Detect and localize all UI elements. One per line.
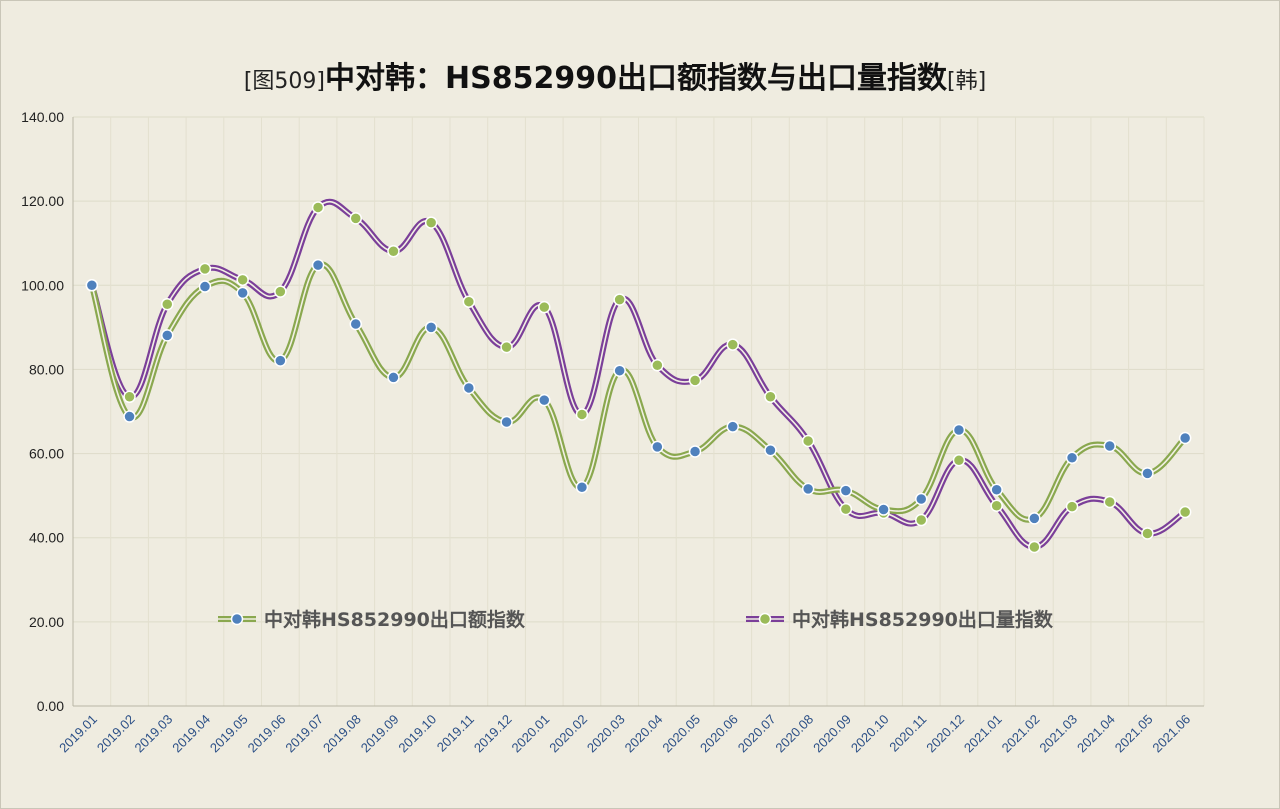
data-point (538, 393, 551, 407)
data-point (1028, 512, 1041, 525)
data-point (801, 434, 815, 448)
data-point (1028, 540, 1041, 554)
legend-item-1: 中对韩HS852990出口量指数 (746, 608, 1054, 631)
data-point (764, 443, 777, 457)
data-point (915, 513, 928, 527)
data-point (349, 212, 362, 225)
data-point (311, 258, 325, 272)
data-point (613, 364, 626, 377)
legend: 中对韩HS852990出口额指数 中对韩HS852990出口量指数 (218, 608, 1054, 631)
data-point (952, 454, 966, 467)
series-markers (85, 201, 1192, 554)
data-point (651, 440, 664, 454)
legend-marker (230, 612, 244, 626)
data-point (726, 420, 739, 433)
data-point (801, 482, 815, 496)
data-point (651, 358, 664, 372)
data-point (952, 423, 966, 437)
data-point (1065, 500, 1079, 513)
chart-title: [图509]中对韩：HS852990出口额指数与出口量指数[韩] (244, 61, 986, 96)
chart-title-prefix: [图509] (244, 69, 325, 94)
data-point (349, 317, 362, 331)
data-point (764, 390, 777, 404)
y-tick-label: 120.00 (21, 193, 64, 209)
y-tick-label: 0.00 (37, 698, 64, 714)
data-point (161, 329, 174, 342)
y-tick-label: 20.00 (29, 614, 64, 630)
data-point (123, 410, 136, 423)
chart-title-main: 中对韩：HS852990出口额指数与出口量指数 (325, 61, 948, 96)
y-tick-label: 140.00 (21, 109, 64, 125)
data-point (387, 371, 400, 384)
data-point (462, 295, 476, 308)
chart-title-suffix: [韩] (947, 69, 986, 94)
data-point (726, 338, 739, 351)
data-point (85, 279, 99, 292)
y-tick-label: 40.00 (29, 530, 64, 546)
data-point (1103, 495, 1116, 509)
data-point (1141, 467, 1154, 480)
data-point (688, 374, 702, 387)
data-point (198, 262, 212, 276)
data-point (915, 492, 928, 506)
y-tick-label: 80.00 (29, 361, 64, 377)
data-point (538, 300, 551, 314)
series-line-center-1 (91, 200, 1186, 548)
data-point (613, 293, 626, 306)
data-point (462, 381, 476, 395)
data-point (877, 503, 890, 516)
data-point (424, 321, 438, 334)
legend-item-0: 中对韩HS852990出口额指数 (218, 608, 526, 631)
series-lines (88, 198, 1188, 550)
data-point (236, 286, 249, 300)
data-point (575, 480, 589, 494)
series-line-center-0 (91, 263, 1186, 521)
data-point (990, 499, 1003, 512)
data-point (274, 285, 287, 298)
data-point (575, 408, 589, 421)
data-point (990, 483, 1003, 497)
data-point (500, 340, 513, 354)
data-point (1103, 439, 1116, 453)
y-tick-label: 100.00 (21, 277, 64, 293)
data-point (1178, 431, 1192, 445)
legend-marker (758, 612, 772, 626)
data-point (1178, 505, 1192, 519)
data-point (1141, 527, 1154, 540)
data-point (1065, 451, 1079, 465)
data-point (500, 415, 513, 429)
data-point (311, 201, 325, 214)
data-point (839, 484, 853, 497)
data-point (688, 445, 702, 458)
data-point (161, 297, 174, 311)
data-point (123, 390, 136, 404)
data-point (387, 244, 400, 258)
legend-label: 中对韩HS852990出口量指数 (792, 608, 1054, 631)
y-tick-label: 60.00 (29, 446, 64, 462)
data-point (274, 354, 287, 367)
data-point (839, 502, 853, 516)
legend-label: 中对韩HS852990出口额指数 (264, 608, 526, 631)
data-point (424, 216, 438, 229)
data-point (236, 273, 249, 287)
data-point (198, 280, 212, 293)
